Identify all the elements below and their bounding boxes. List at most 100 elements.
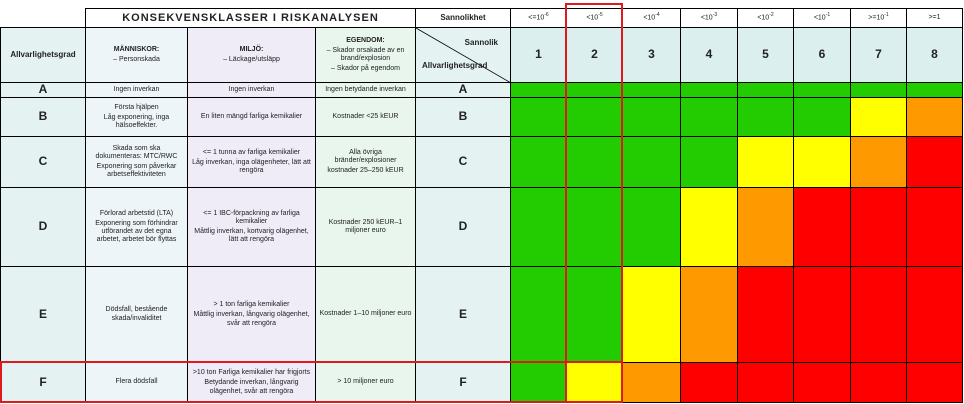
severity-class-label: C	[38, 154, 48, 169]
probability-exponent: -2	[769, 12, 774, 19]
risk-cell	[510, 362, 567, 403]
probability-number-label: 2	[591, 47, 598, 62]
risk-cell	[906, 187, 963, 267]
severity-class: C	[415, 136, 511, 188]
risk-cell	[906, 97, 963, 137]
probability-class: <10-4	[622, 8, 681, 28]
probability-base: <10	[757, 14, 770, 22]
title-cell: KONSEKVENSKLASSER I RISKANALYSEN	[85, 8, 416, 28]
risk-cell	[850, 97, 907, 137]
probability-number: 1	[510, 27, 567, 83]
consequence-title: EGENDOM:	[346, 36, 385, 44]
probability-exponent: -5	[598, 12, 603, 19]
consequence-subtitle: – Skador orsakade av en brand/explosion	[326, 46, 405, 62]
probability-class-label: <10-4	[643, 12, 659, 22]
probability-class-label: >=10-1	[868, 12, 888, 22]
probability-class: <=10-6	[510, 8, 567, 28]
diagonal-line	[416, 28, 511, 83]
consequence-text: kostnader 25–250 kEUR	[327, 167, 404, 175]
diagonal-bottom: Allvarlighetsgrad	[422, 60, 488, 70]
probability-base: >=10	[868, 14, 885, 22]
risk-cell	[622, 266, 681, 363]
consequence-text: Kostnader 250 kEUR–1 miljoner euro	[328, 218, 403, 234]
probability-class-label: <10-3	[700, 12, 717, 22]
consequence-text: Betydande inverkan, långvarig olägenhet,…	[204, 379, 299, 395]
risk-cell	[850, 136, 907, 188]
severity-class-label: B	[38, 109, 48, 124]
probability-class-label: <10-1	[814, 12, 831, 22]
probability-number: 7	[850, 27, 907, 83]
risk-cell	[622, 136, 681, 188]
risk-cell	[906, 266, 963, 363]
probability-number: 5	[737, 27, 794, 83]
consequence-header: MILJÖ: – Läckage/utsläpp	[187, 27, 316, 83]
risk-cell	[850, 187, 907, 267]
probability-class: <10-1	[793, 8, 851, 28]
risk-cell	[850, 362, 907, 403]
probability-base: <10	[643, 14, 656, 22]
consequence-text: Ingen betydande inverkan	[325, 85, 406, 93]
diagonal-header: Sannolik Allvarlighetsgrad	[415, 27, 511, 83]
consequence-cell: Kostnader <25 kEUR	[315, 97, 416, 137]
severity-class: A	[415, 82, 511, 98]
consequence-text: Exponering som förhindrar utförandet av …	[95, 219, 178, 244]
severity-class-label: E	[38, 306, 47, 321]
probability-exponent: -6	[544, 12, 549, 19]
consequence-cell: <= 1 IBC-förpackning av farliga kemikali…	[187, 187, 316, 267]
severity-class: B	[415, 97, 511, 137]
risk-cell	[566, 187, 623, 267]
severity-class: F	[415, 362, 511, 403]
risk-cell	[850, 82, 907, 98]
risk-cell	[510, 82, 567, 98]
risk-cell	[737, 82, 794, 98]
severity-class: E	[0, 266, 86, 363]
consequence-text: Dödsfall, bestående skada/invaliditet	[105, 306, 168, 322]
risk-cell	[737, 266, 794, 363]
probability-class: <10-3	[680, 8, 738, 28]
probability-base: <10	[700, 14, 713, 22]
risk-cell	[906, 362, 963, 403]
risk-cell	[793, 362, 851, 403]
risk-cell	[680, 266, 738, 363]
consequence-subtitle: – Skador på egendom	[331, 65, 400, 73]
risk-cell	[850, 266, 907, 363]
risk-cell	[680, 97, 738, 137]
severity-class: F	[0, 362, 86, 403]
probability-number-label: 3	[648, 47, 655, 62]
risk-cell	[566, 136, 623, 188]
risk-cell	[566, 97, 623, 137]
severity-class: C	[0, 136, 86, 188]
risk-cell	[680, 362, 738, 403]
severity-class: D	[0, 187, 86, 267]
probability-exponent: -1	[825, 12, 831, 19]
consequence-text: <= 1 tunna av farliga kemikalier	[202, 148, 301, 156]
risk-cell	[622, 82, 681, 98]
risk-cell	[566, 266, 623, 363]
consequence-text: > 10 miljoner euro	[337, 378, 394, 386]
risk-cell	[680, 187, 738, 267]
consequence-cell: Skada som ska dokumenteras: MTC/RWC Expon…	[85, 136, 188, 188]
probability-base: <=10	[528, 14, 545, 22]
probability-number-label: 5	[762, 47, 769, 62]
consequence-text: Måttlig inverkan, kortvarig olägenhet, l…	[194, 228, 309, 244]
risk-cell	[737, 97, 794, 137]
probability-number: 6	[793, 27, 851, 83]
severity-class-label: E	[458, 306, 467, 321]
severity-class-label: C	[458, 154, 468, 169]
consequence-cell: > 10 miljoner euro	[315, 362, 416, 403]
severity-class-label: F	[459, 374, 467, 389]
consequence-text: Exponering som påverkar arbetseffektivit…	[96, 163, 177, 179]
risk-cell	[566, 82, 623, 98]
severity-class: D	[415, 187, 511, 267]
title: KONSEKVENSKLASSER I RISKANALYSEN	[122, 11, 379, 24]
consequence-text: Måttlig inverkan, långvarig olägenhet, s…	[193, 311, 310, 327]
consequence-cell: > 1 ton farliga kemikalier Måttlig inverk…	[187, 266, 316, 363]
risk-cell	[622, 362, 681, 403]
consequence-text: Låg exponering, inga hälsoeffekter.	[103, 113, 170, 130]
consequence-text: Kostnader 1–10 miljoner euro	[319, 310, 412, 318]
risk-cell	[737, 187, 794, 267]
risk-cell	[793, 82, 851, 98]
probability-class: >=10-1	[850, 8, 907, 28]
probability-class-label: <10-5	[586, 12, 603, 22]
consequence-subtitle: – Personskada	[113, 56, 160, 63]
